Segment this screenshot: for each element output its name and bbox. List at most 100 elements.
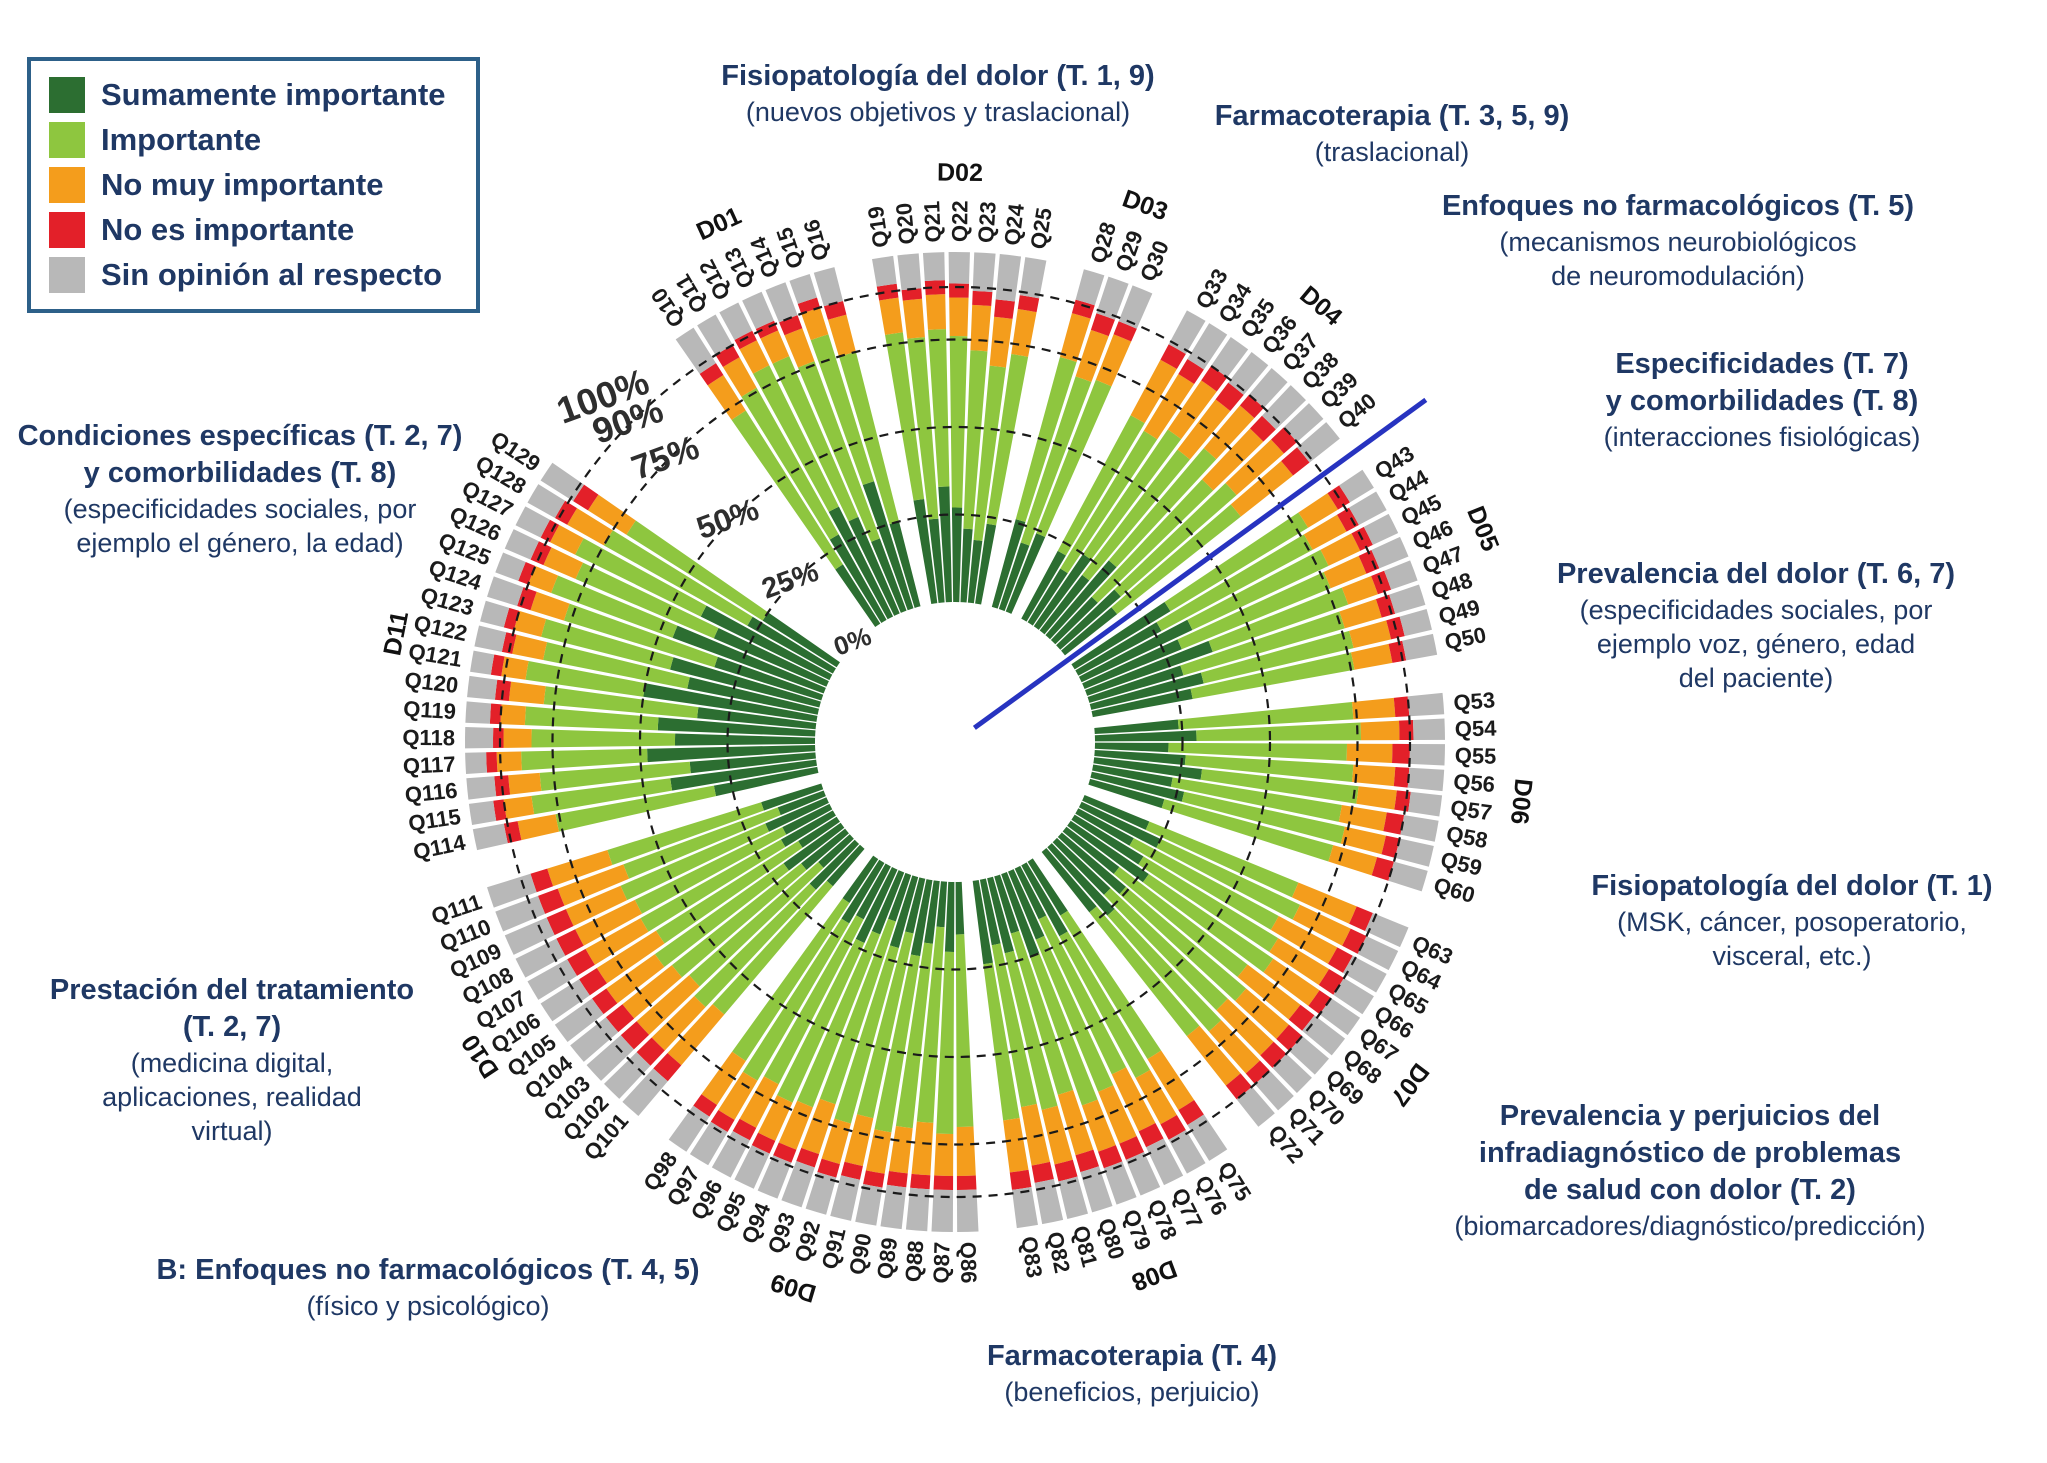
bar-Q24-no-es-importante xyxy=(994,299,1015,319)
bar-Q91-sin-opinion xyxy=(830,1175,860,1221)
bar-Q39-no-muy-importante xyxy=(1225,439,1284,496)
bar-Q36-sumamente-importante xyxy=(1039,574,1090,635)
bar-Q114-importante xyxy=(555,785,717,832)
annotation-farmacoterapia-4: Farmacoterapia (T. 4) (beneficios, perjui… xyxy=(987,1338,1277,1409)
bar-Q123-sumamente-importante xyxy=(670,657,821,708)
bar-Q90-sumamente-importante xyxy=(910,879,933,957)
bar-Q53-sumamente-importante xyxy=(1094,719,1179,735)
bar-Q25-sumamente-importante xyxy=(975,523,997,605)
bar-Q125-no-muy-importante xyxy=(528,566,558,593)
bar-Q39-sumamente-importante xyxy=(1056,589,1121,650)
bar-Q39-sin-opinion xyxy=(1283,403,1324,442)
bar-Q101-no-muy-importante xyxy=(667,1004,725,1066)
bar-Q116-no-es-importante xyxy=(494,775,511,797)
annotation-subtitle-line: (traslacional) xyxy=(1314,137,1470,168)
bar-Q60-importante xyxy=(1161,799,1334,862)
bar-Q64-importante xyxy=(1156,839,1301,920)
bar-Q16-sin-opinion xyxy=(813,267,843,307)
legend-label: Sumamente importante xyxy=(101,77,446,112)
bar-Q81-no-muy-importante xyxy=(1041,1105,1073,1165)
bar-Q69-sumamente-importante xyxy=(1057,832,1126,895)
bar-Q58-importante xyxy=(1170,777,1342,822)
bar-Q89-no-es-importante xyxy=(886,1170,908,1188)
legend-label: Sin opinión al respecto xyxy=(101,257,443,292)
bar-Q121-sin-opinion xyxy=(470,650,495,675)
bar-Q68-no-muy-importante xyxy=(1237,964,1301,1020)
bar-Q91-no-muy-importante xyxy=(844,1114,874,1167)
bar-Q77-sin-opinion xyxy=(1146,1138,1184,1186)
bar-Q28-no-muy-importante xyxy=(1059,313,1091,362)
bar-Q79-sumamente-importante xyxy=(1001,872,1040,957)
bar-Q44-importante xyxy=(1156,534,1313,632)
bar-Q94-no-muy-importante xyxy=(778,1100,813,1150)
bar-Q22-sin-opinion xyxy=(948,251,970,284)
bar-Q104-importante xyxy=(671,863,807,978)
bar-Q34-importante xyxy=(1060,430,1158,574)
bar-Q109-sumamente-importante xyxy=(765,797,829,832)
bar-Q101-no-es-importante xyxy=(653,1052,682,1082)
bar-Q39-no-es-importante xyxy=(1271,427,1298,454)
bar-Q37-sin-opinion xyxy=(1248,368,1288,408)
bar-Q70-no-muy-importante xyxy=(1216,998,1274,1056)
bar-Q102-no-es-importante xyxy=(636,1037,665,1066)
bar-Q67-no-muy-importante xyxy=(1263,958,1320,1006)
annotation-subtitle-line: del paciente) xyxy=(1678,663,1834,694)
annotation-title-line: Fisiopatología del dolor (T. 1) xyxy=(1591,870,1993,902)
bar-Q38-no-es-importante xyxy=(1249,415,1276,442)
bar-Q23-sin-opinion xyxy=(972,252,996,293)
bar-Q48-sin-opinion xyxy=(1389,584,1426,614)
gridline-50pct xyxy=(638,425,1272,1059)
bar-Q75-no-muy-importante xyxy=(1147,1050,1195,1111)
bar-Q46-importante xyxy=(1177,572,1331,650)
bar-Q115-no-muy-importante xyxy=(503,795,535,820)
bar-Q53-no-muy-importante xyxy=(1351,697,1396,720)
bar-Q38-sin-opinion xyxy=(1261,385,1306,430)
bar-Q36-importante xyxy=(1082,449,1190,581)
annotation-subtitle-line: (mecanismos neurobiológicos xyxy=(1499,227,1857,258)
bar-Q68-sin-opinion xyxy=(1302,1015,1346,1056)
bar-Q115-sumamente-importante xyxy=(670,759,818,791)
bar-Q118-no-muy-importante xyxy=(503,728,532,748)
bar-Q47-sumamente-importante xyxy=(1085,640,1213,696)
bar-Q119-importante xyxy=(524,706,659,731)
bar-Q92-sin-opinion xyxy=(805,1172,837,1215)
bar-Q20-sin-opinion xyxy=(897,253,922,291)
bar-Q36-no-es-importante xyxy=(1215,382,1244,412)
bar-Q43-importante xyxy=(1164,512,1309,612)
bar-Q81-sumamente-importante xyxy=(987,876,1014,954)
bar-Q71-sin-opinion xyxy=(1255,1070,1294,1111)
bar-Q34-sumamente-importante xyxy=(1027,568,1068,626)
bar-Q82-sumamente-importante xyxy=(979,878,1001,946)
bar-Q97-no-es-importante xyxy=(710,1109,735,1133)
bar-Q45-sin-opinion xyxy=(1363,513,1399,545)
bar-Q39-importante xyxy=(1114,483,1237,597)
bar-Q76-importante xyxy=(1059,931,1151,1079)
bar-Q71-no-muy-importante xyxy=(1208,1020,1260,1074)
question-label-Q87: Q87 xyxy=(929,1241,955,1283)
bar-Q120-importante xyxy=(543,686,699,719)
bar-Q105-importante xyxy=(654,863,789,967)
bar-Q40-sumamente-importante xyxy=(1061,607,1118,656)
bar-Q114-sumamente-importante xyxy=(713,766,819,797)
bar-Q35-no-muy-importante xyxy=(1167,380,1217,440)
bar-Q21-importante xyxy=(927,329,950,488)
bar-Q65-sin-opinion xyxy=(1343,955,1387,993)
bar-Q37-no-muy-importante xyxy=(1203,405,1255,460)
bar-Q69-sin-opinion xyxy=(1289,1035,1329,1075)
bar-Q58-sumamente-importante xyxy=(1092,764,1173,787)
bar-Q54-no-muy-importante xyxy=(1360,720,1400,741)
annotation-title-line: B: Enfoques no farmacológicos (T. 4, 5) xyxy=(156,1254,700,1286)
bar-Q107-no-es-importante xyxy=(567,948,595,976)
bar-Q16-no-muy-importante xyxy=(827,314,856,357)
legend-item: Sin opinión al respecto xyxy=(49,257,446,293)
bar-Q127-sumamente-importante xyxy=(700,605,833,681)
bar-Q24-sumamente-importante xyxy=(967,539,983,604)
annotation-title-line: Farmacoterapia (T. 4) xyxy=(986,1340,1278,1372)
bar-Q23-no-es-importante xyxy=(972,290,993,306)
bar-Q83-no-muy-importante xyxy=(1003,1117,1029,1173)
bar-Q104-sin-opinion xyxy=(570,1017,619,1062)
bar-Q87-sumamente-importante xyxy=(944,881,955,952)
annotation-subtitle-line: ejemplo voz, género, edad xyxy=(1596,629,1916,660)
question-label-Q120: Q120 xyxy=(403,667,459,698)
